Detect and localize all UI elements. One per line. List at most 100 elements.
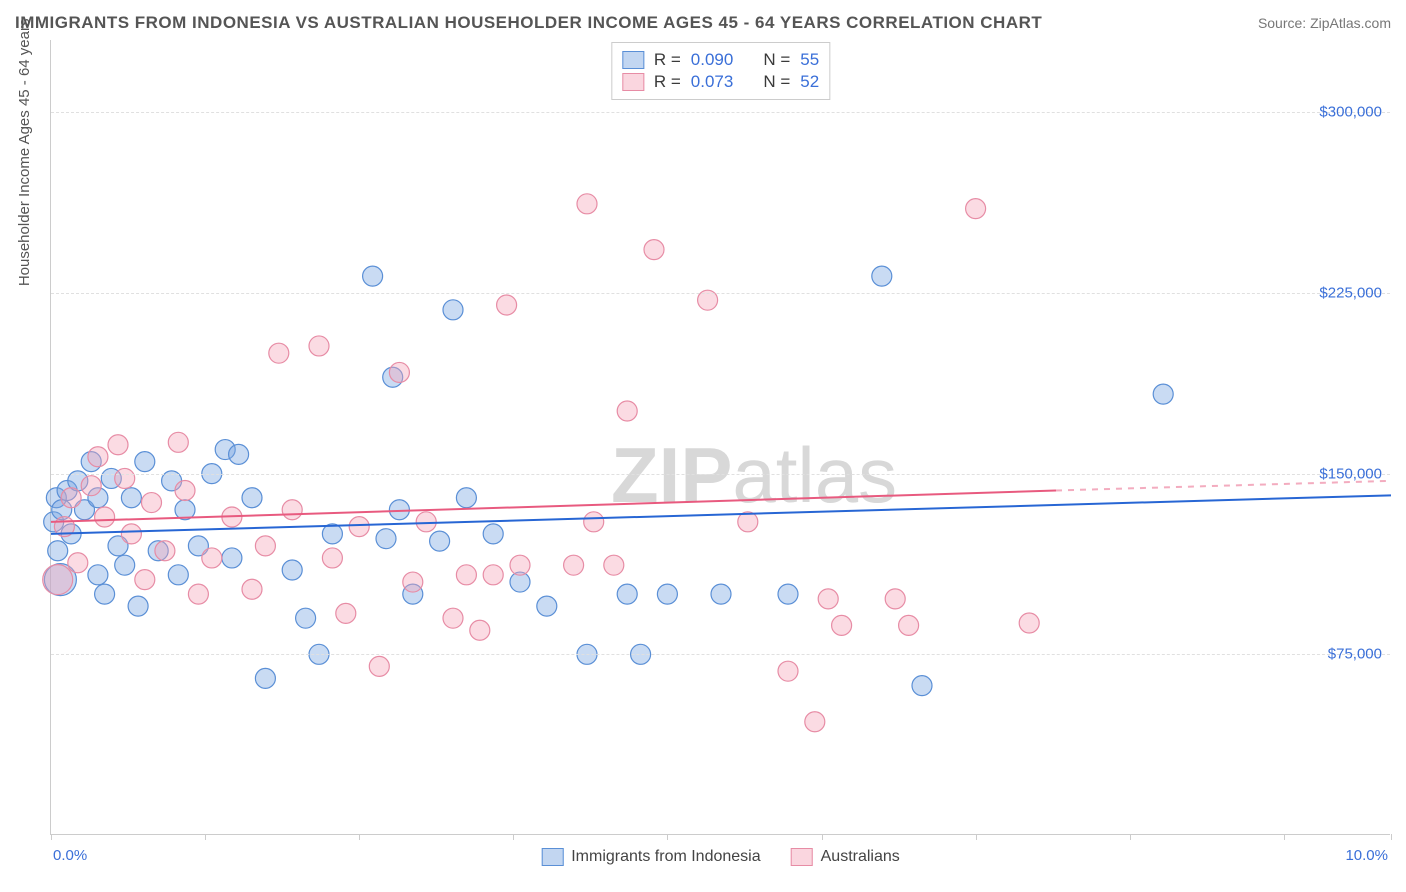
data-point (778, 661, 798, 681)
gridline (51, 293, 1390, 294)
data-point (470, 620, 490, 640)
data-point (142, 493, 162, 513)
data-point (168, 432, 188, 452)
data-point (1019, 613, 1039, 633)
data-point (443, 608, 463, 628)
data-point (88, 565, 108, 585)
trendline (51, 491, 1056, 522)
n-value: 55 (800, 50, 819, 70)
data-point (604, 555, 624, 575)
data-point (369, 656, 389, 676)
data-point (711, 584, 731, 604)
legend-row-pink: R = 0.073 N = 52 (622, 72, 819, 92)
legend-correlation-box: R = 0.090 N = 55 R = 0.073 N = 52 (611, 42, 830, 100)
x-tick-max: 10.0% (1345, 847, 1388, 864)
data-point (564, 555, 584, 575)
legend-label: Immigrants from Indonesia (571, 848, 760, 866)
data-point (818, 589, 838, 609)
legend-item-indonesia: Immigrants from Indonesia (541, 848, 760, 866)
gridline (51, 112, 1390, 113)
x-minor-tick (359, 834, 360, 840)
data-point (202, 548, 222, 568)
swatch-pink-icon (791, 848, 813, 866)
data-point (483, 565, 503, 585)
n-value: 52 (800, 72, 819, 92)
data-point (135, 570, 155, 590)
data-point (336, 603, 356, 623)
x-minor-tick (1391, 834, 1392, 840)
legend-label: Australians (821, 848, 900, 866)
x-minor-tick (822, 834, 823, 840)
data-point (121, 488, 141, 508)
data-point (282, 500, 302, 520)
x-minor-tick (1130, 834, 1131, 840)
data-point (1153, 384, 1173, 404)
data-point (255, 536, 275, 556)
y-axis-label: Householder Income Ages 45 - 64 years (16, 19, 33, 287)
data-point (135, 452, 155, 472)
data-point (349, 517, 369, 537)
x-minor-tick (667, 834, 668, 840)
x-minor-tick (51, 834, 52, 840)
data-point (617, 401, 637, 421)
data-point (778, 584, 798, 604)
data-point (296, 608, 316, 628)
chart-title: IMMIGRANTS FROM INDONESIA VS AUSTRALIAN … (15, 13, 1042, 33)
data-point (456, 565, 476, 585)
gridline (51, 474, 1390, 475)
y-tick-label: $75,000 (1328, 646, 1382, 663)
data-point (389, 362, 409, 382)
chart-plot-area: ZIPatlas R = 0.090 N = 55 R = 0.073 N = … (50, 40, 1390, 835)
x-minor-tick (1284, 834, 1285, 840)
data-point (255, 668, 275, 688)
data-point (222, 548, 242, 568)
data-point (832, 615, 852, 635)
r-label: R = (654, 50, 681, 70)
data-point (242, 488, 262, 508)
data-point (168, 565, 188, 585)
gridline (51, 654, 1390, 655)
scatter-svg (51, 40, 1390, 834)
data-point (657, 584, 677, 604)
data-point (242, 579, 262, 599)
swatch-pink-icon (622, 73, 644, 91)
x-minor-tick (205, 834, 206, 840)
trendline-extension (1056, 481, 1391, 491)
data-point (497, 295, 517, 315)
data-point (108, 435, 128, 455)
data-point (376, 529, 396, 549)
r-label: R = (654, 72, 681, 92)
data-point (48, 541, 68, 561)
data-point (416, 512, 436, 532)
data-point (309, 336, 329, 356)
y-tick-label: $225,000 (1319, 284, 1382, 301)
data-point (43, 565, 73, 595)
chart-header: IMMIGRANTS FROM INDONESIA VS AUSTRALIAN … (15, 8, 1391, 38)
x-minor-tick (513, 834, 514, 840)
data-point (229, 444, 249, 464)
x-tick-min: 0.0% (53, 847, 87, 864)
y-tick-label: $150,000 (1319, 465, 1382, 482)
data-point (68, 553, 88, 573)
data-point (95, 507, 115, 527)
chart-source: Source: ZipAtlas.com (1258, 15, 1391, 31)
data-point (872, 266, 892, 286)
n-label: N = (763, 50, 790, 70)
legend-series-box: Immigrants from Indonesia Australians (541, 848, 900, 866)
data-point (537, 596, 557, 616)
data-point (175, 481, 195, 501)
data-point (188, 584, 208, 604)
data-point (584, 512, 604, 532)
data-point (899, 615, 919, 635)
data-point (115, 555, 135, 575)
legend-item-australians: Australians (791, 848, 900, 866)
data-point (128, 596, 148, 616)
data-point (577, 194, 597, 214)
data-point (115, 468, 135, 488)
data-point (912, 676, 932, 696)
data-point (885, 589, 905, 609)
x-minor-tick (976, 834, 977, 840)
data-point (430, 531, 450, 551)
data-point (88, 447, 108, 467)
r-value: 0.073 (691, 72, 734, 92)
